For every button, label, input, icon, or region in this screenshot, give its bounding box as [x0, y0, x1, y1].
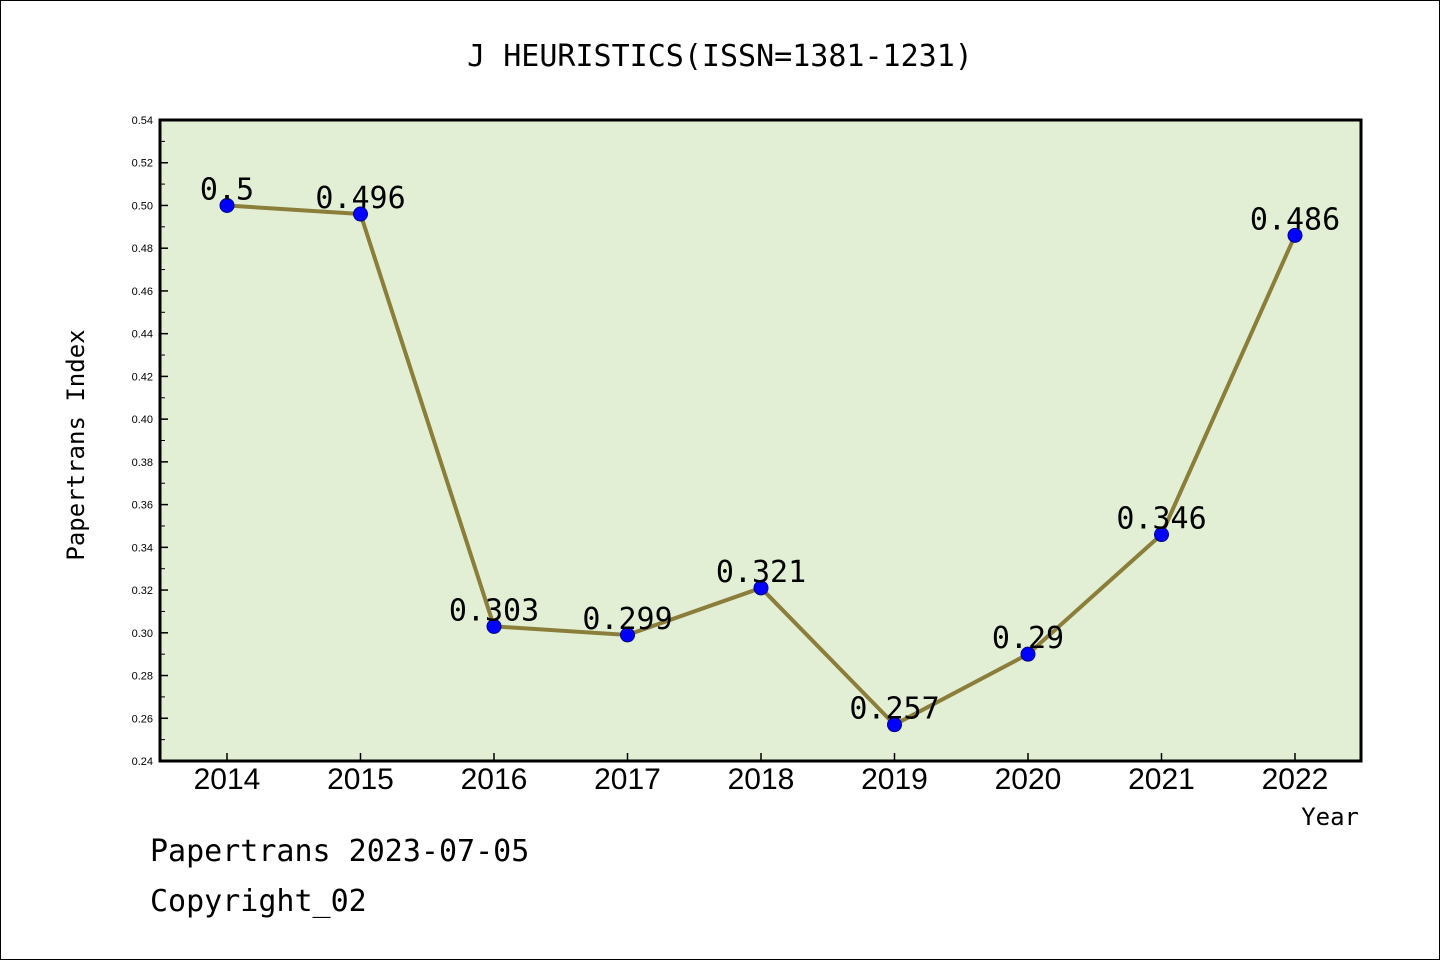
- data-label: 0.29: [992, 621, 1064, 656]
- footer-date: Papertrans 2023-07-05: [150, 834, 530, 869]
- data-point: [1020, 646, 1036, 662]
- y-tick-label: 0.36: [132, 500, 153, 512]
- plot-border: [158, 118, 1363, 763]
- data-point: [1154, 527, 1169, 543]
- y-tick-label: 0.52: [132, 158, 153, 170]
- y-tick-label: 0.32: [132, 585, 153, 597]
- y-tick-label: 0.50: [132, 200, 153, 212]
- footer-copyright: Copyright_02: [150, 884, 367, 919]
- y-tick-label: 0.24: [132, 756, 153, 768]
- data-markers: [219, 197, 1303, 733]
- x-axis: 2014 2015 2016 2017 2018 2019 2020 2021 2022: [194, 753, 1329, 796]
- x-axis-label: Year: [1301, 803, 1359, 831]
- data-point: [219, 197, 235, 213]
- data-point: [486, 618, 502, 634]
- y-axis-label: Papertrans Index: [62, 329, 90, 560]
- chart-title: J HEURISTICS(ISSN=1381-1231): [467, 39, 973, 74]
- data-point: [1287, 227, 1303, 243]
- y-tick-label: 0.44: [132, 329, 153, 341]
- y-tick-label: 0.42: [132, 371, 153, 383]
- data-label: 0.496: [315, 181, 405, 216]
- y-tick-label: 0.26: [132, 713, 153, 725]
- y-tick-label: 0.28: [132, 671, 153, 683]
- x-tick-label: 2020: [995, 763, 1062, 796]
- data-labels: 0.5 0.496 0.303 0.299 0.321 0.257 0.29 0.346 0.4…: [200, 172, 1340, 726]
- x-tick-label: 2015: [327, 763, 394, 796]
- x-tick-label: 2017: [594, 763, 661, 796]
- y-tick-label: 0.40: [132, 414, 153, 426]
- y-tick-label: 0.30: [132, 628, 153, 640]
- x-tick-label: 2022: [1262, 763, 1329, 796]
- y-tick-label: 0.54: [132, 115, 153, 127]
- data-point: [753, 580, 769, 596]
- x-tick-label: 2019: [861, 763, 928, 796]
- data-label: 0.257: [849, 692, 939, 727]
- y-tick-label: 0.38: [132, 457, 153, 469]
- data-point: [620, 627, 635, 643]
- plot-area: [160, 120, 1361, 761]
- data-label: 0.486: [1250, 202, 1340, 237]
- y-tick-label: 0.46: [132, 286, 153, 298]
- data-label: 0.299: [582, 602, 672, 637]
- data-label: 0.303: [449, 593, 539, 628]
- y-tick-label: 0.48: [132, 243, 153, 255]
- data-label: 0.321: [716, 555, 806, 590]
- data-point: [353, 206, 368, 222]
- data-label: 0.346: [1116, 502, 1206, 537]
- data-point: [887, 717, 902, 733]
- x-tick-label: 2021: [1128, 763, 1195, 796]
- x-tick-label: 2016: [461, 763, 528, 796]
- data-label: 0.5: [200, 172, 254, 207]
- x-tick-label: 2014: [194, 763, 261, 796]
- x-tick-label: 2018: [728, 763, 795, 796]
- y-tick-label: 0.34: [132, 542, 153, 554]
